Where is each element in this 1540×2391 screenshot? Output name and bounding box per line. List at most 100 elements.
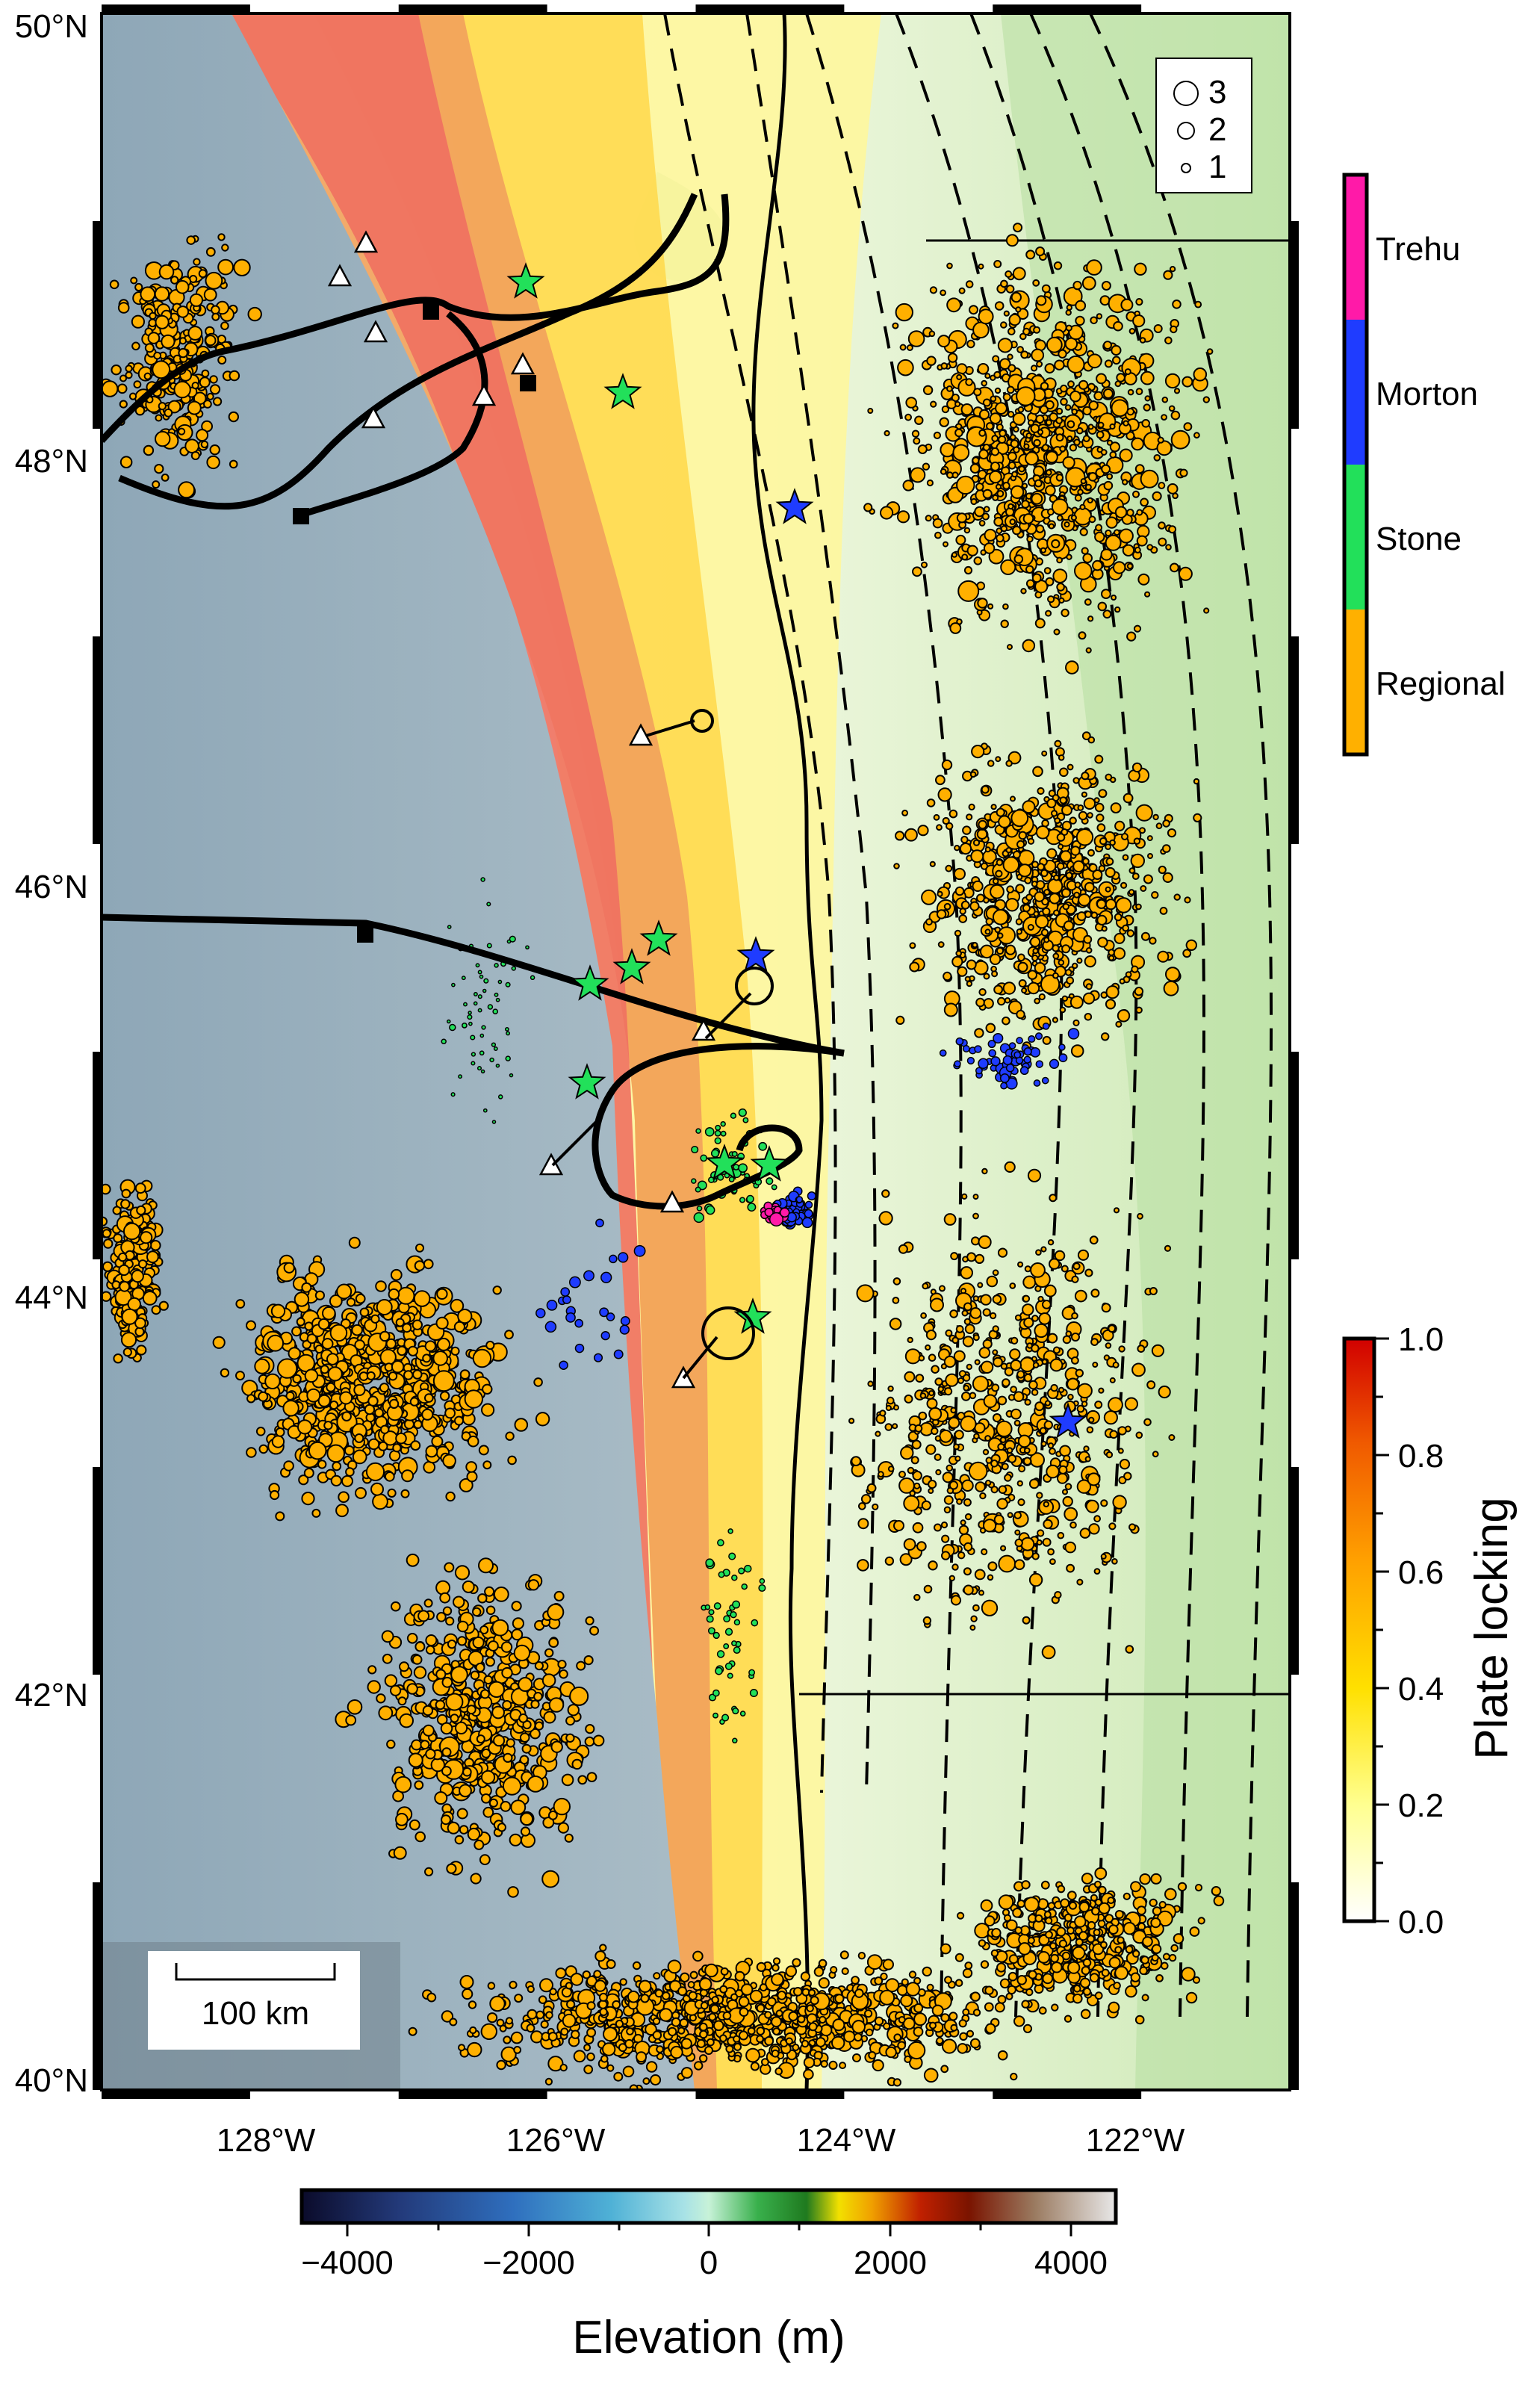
earthquake-marker — [391, 1601, 401, 1612]
earthquake-marker — [1046, 1464, 1060, 1479]
earthquake-marker — [376, 1299, 393, 1315]
earthquake-marker — [879, 1989, 895, 2006]
earthquake-marker — [905, 397, 917, 409]
earthquake-marker — [1016, 928, 1023, 935]
earthquake-marker — [203, 288, 217, 302]
earthquake-marker — [698, 1977, 712, 1991]
earthquake-marker — [969, 1307, 982, 1319]
earthquake-marker — [904, 2055, 912, 2063]
earthquake-marker — [961, 1309, 969, 1317]
earthquake-marker — [962, 1336, 975, 1348]
earthquake-marker — [1058, 959, 1065, 966]
earthquake-marker — [972, 1334, 980, 1342]
earthquake-marker — [974, 1253, 985, 1265]
earthquake-marker — [1137, 1345, 1146, 1353]
earthquake-marker — [615, 2019, 624, 2029]
earthquake-marker — [505, 1431, 515, 1441]
earthquake-marker — [1081, 276, 1096, 291]
earthquake-marker — [246, 1320, 256, 1331]
earthquake-marker — [1013, 554, 1024, 564]
earthquake-marker — [198, 269, 208, 279]
earthquake-marker — [1123, 793, 1134, 804]
earthquake-marker — [465, 1461, 477, 1473]
earthquake-marker — [283, 1262, 295, 1274]
earthquake-marker — [1094, 1991, 1103, 2000]
earthquake-marker — [1049, 1358, 1064, 1372]
earthquake-marker — [406, 1633, 418, 1644]
earthquake-marker — [943, 1213, 957, 1226]
earthquake-marker — [966, 980, 973, 987]
earthquake-marker — [1031, 365, 1038, 372]
earthquake-marker — [992, 494, 999, 501]
earthquake-marker — [326, 1353, 339, 1365]
earthquake-marker — [470, 1670, 480, 1681]
earthquake-marker — [1071, 1312, 1078, 1320]
earthquake-marker — [792, 2044, 800, 2051]
earthquake-marker — [1051, 498, 1069, 515]
earthquake-marker — [1028, 1478, 1040, 1489]
earthquake-marker — [960, 403, 974, 416]
map-area[interactable] — [99, 13, 1290, 2092]
earthquake-marker — [1028, 1572, 1043, 1587]
earthquake-marker — [1144, 591, 1151, 598]
earthquake-marker — [553, 1590, 565, 1601]
earthquake-marker — [220, 1368, 230, 1378]
earthquake-marker — [1005, 847, 1012, 854]
earthquake-marker — [994, 2002, 1005, 2013]
earthquake-marker — [961, 1392, 971, 1401]
earthquake-marker — [410, 1440, 421, 1451]
earthquake-marker — [1109, 423, 1116, 430]
earthquake-marker — [118, 1264, 130, 1277]
earthquake-marker — [957, 1377, 964, 1384]
earthquake-marker — [158, 402, 167, 411]
earthquake-marker — [1114, 506, 1128, 518]
earthquake-marker — [329, 1324, 348, 1342]
earthquake-marker — [990, 1486, 999, 1494]
earthquake-marker — [963, 1385, 969, 1392]
earthquake-marker — [995, 483, 1002, 490]
earthquake-marker — [1146, 544, 1154, 551]
earthquake-marker — [1064, 404, 1072, 411]
earthquake-marker — [1000, 321, 1007, 329]
earthquake-marker — [527, 1579, 540, 1591]
earthquake-marker — [1005, 285, 1015, 294]
earthquake-marker — [962, 1967, 973, 1979]
earthquake-marker — [1090, 316, 1098, 325]
earthquake-marker — [1055, 433, 1064, 442]
earthquake-marker — [893, 1520, 904, 1531]
earthquake-marker — [466, 1471, 478, 1483]
earthquake-marker — [936, 909, 947, 920]
earthquake-marker — [338, 1491, 350, 1503]
earthquake-marker — [996, 490, 1005, 497]
earthquake-marker — [472, 1348, 492, 1368]
earthquake-marker — [399, 1661, 409, 1672]
earthquake-marker — [976, 828, 988, 840]
earthquake-marker — [1040, 974, 1061, 994]
earthquake-marker — [422, 1353, 432, 1363]
earthquake-marker — [1083, 797, 1096, 810]
earthquake-marker — [632, 1961, 642, 1970]
earthquake-marker — [1088, 863, 1098, 872]
earthquake-marker — [1167, 483, 1179, 494]
earthquake-marker — [459, 1369, 471, 1380]
earthquake-marker — [512, 1617, 525, 1630]
earthquake-marker — [1103, 480, 1114, 491]
earthquake-marker — [1000, 279, 1008, 288]
earthquake-marker — [1040, 869, 1049, 878]
earthquake-marker — [964, 1513, 972, 1521]
earthquake-marker — [353, 1383, 366, 1397]
earthquake-marker — [1149, 1287, 1158, 1295]
earthquake-marker — [1139, 1873, 1151, 1885]
earthquake-marker — [848, 1418, 855, 1424]
earthquake-marker — [1035, 246, 1046, 256]
earthquake-marker — [140, 286, 156, 303]
earthquake-marker — [423, 1259, 434, 1270]
earthquake-marker — [1033, 326, 1041, 334]
earthquake-marker — [904, 1371, 916, 1383]
earthquake-marker — [944, 1976, 952, 1985]
earthquake-marker — [1042, 1300, 1052, 1309]
earthquake-marker — [1025, 249, 1036, 260]
earthquake-marker — [980, 944, 994, 959]
earthquake-marker — [1030, 424, 1040, 433]
earthquake-marker — [538, 1995, 547, 2004]
